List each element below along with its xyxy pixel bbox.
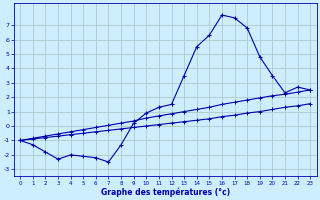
X-axis label: Graphe des températures (°c): Graphe des températures (°c) <box>101 187 230 197</box>
